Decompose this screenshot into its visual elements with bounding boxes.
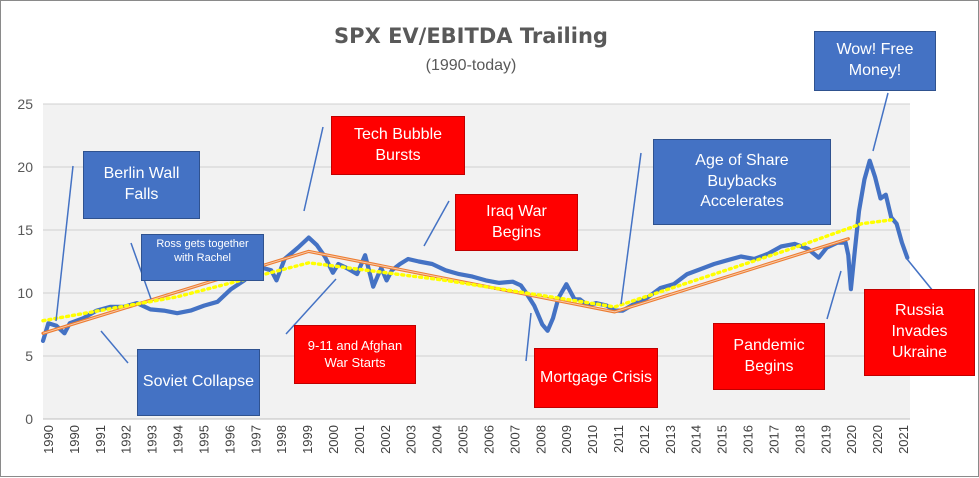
x-tick-label: 1994: [171, 425, 186, 454]
x-tick-label: 2009: [559, 425, 574, 454]
x-tick-label: 1990: [41, 425, 56, 454]
annotation-pointers: [55, 92, 934, 364]
annotation-free-money: Wow! Free Money!: [814, 31, 936, 91]
x-tick-label: 2012: [637, 425, 652, 454]
x-tick-label: 1991: [93, 425, 108, 454]
annotation-pandemic: Pandemic Begins: [713, 323, 825, 390]
x-tick-label: 2015: [715, 425, 730, 454]
y-tick-label: 5: [25, 348, 33, 364]
pointer-911: [285, 278, 337, 335]
pointer-pandemic: [826, 270, 842, 320]
x-tick-label: 2014: [689, 425, 704, 454]
chart-subtitle: (1990-today): [426, 57, 517, 74]
x-tick-label: 2007: [507, 425, 522, 454]
y-axis: 0 5 10 15 20 25: [17, 96, 33, 427]
y-tick-label: 10: [17, 285, 33, 301]
x-tick-label: 1993: [145, 425, 160, 454]
pointer-wow: [872, 92, 889, 152]
annotation-9-11: 9-11 and Afghan War Starts: [294, 325, 416, 384]
x-axis: 1990 1990 1991 1992 1993 1994 1995 1996 1997 1998…: [41, 418, 911, 454]
x-tick-label: 2002: [378, 425, 393, 454]
pointer-berlin: [55, 165, 74, 322]
pointer-soviet: [100, 330, 129, 364]
x-tick-label: 2006: [481, 425, 496, 454]
y-tick-label: 15: [17, 222, 33, 238]
x-tick-label: 1992: [119, 425, 134, 454]
y-tick-label: 0: [25, 411, 33, 427]
annotation-ross-rachel: Ross gets together with Rachel: [141, 234, 264, 281]
x-tick-label: 1998: [274, 425, 289, 454]
x-tick-label: 2000: [326, 425, 341, 454]
x-tick-label: 2016: [741, 425, 756, 454]
annotation-iraq-war: Iraq War Begins: [455, 194, 578, 251]
x-tick-label: 2013: [663, 425, 678, 454]
pointer-iraq: [423, 200, 450, 247]
x-tick-label: 2008: [533, 425, 548, 454]
annotation-mortgage-crisis: Mortgage Crisis: [534, 348, 658, 408]
x-tick-label: 2001: [352, 425, 367, 454]
pointer-mortgage: [525, 312, 532, 362]
x-tick-label: 2010: [585, 425, 600, 454]
pointer-tech: [303, 126, 324, 212]
pointer-buybacks: [620, 152, 642, 305]
x-tick-label: 2021: [896, 425, 911, 454]
x-tick-label: 2020: [844, 425, 859, 454]
annotation-berlin-wall: Berlin Wall Falls: [83, 151, 200, 219]
series-line-0: [40, 158, 910, 343]
x-tick-label: 1996: [222, 425, 237, 454]
x-tick-label: 2005: [456, 425, 471, 454]
x-tick-label: 2017: [766, 425, 781, 454]
annotation-share-buybacks: Age of Share Buybacks Accelerates: [653, 139, 831, 225]
series-layer: [40, 158, 910, 343]
chart-title: SPX EV/EBITDA Trailing: [334, 24, 608, 48]
y-tick-label: 20: [17, 159, 33, 175]
x-tick-label: 2020: [870, 425, 885, 454]
annotation-russia-ukraine: Russia Invades Ukraine: [864, 289, 975, 376]
x-tick-label: 2003: [404, 425, 419, 454]
x-tick-label: 1995: [196, 425, 211, 454]
x-tick-label: 1999: [300, 425, 315, 454]
pointer-russia: [906, 258, 934, 292]
x-tick-label: 1997: [248, 425, 263, 454]
y-tick-label: 25: [17, 96, 33, 112]
x-tick-label: 2018: [792, 425, 807, 454]
x-tick-label: 2004: [430, 425, 445, 454]
annotation-soviet-collapse: Soviet Collapse: [137, 349, 260, 416]
x-tick-label: 2019: [818, 425, 833, 454]
x-tick-label: 2011: [611, 425, 626, 453]
annotation-tech-bubble: Tech Bubble Bursts: [331, 116, 465, 175]
series-line-2: [41, 218, 893, 323]
x-tick-label: 1990: [67, 425, 82, 454]
